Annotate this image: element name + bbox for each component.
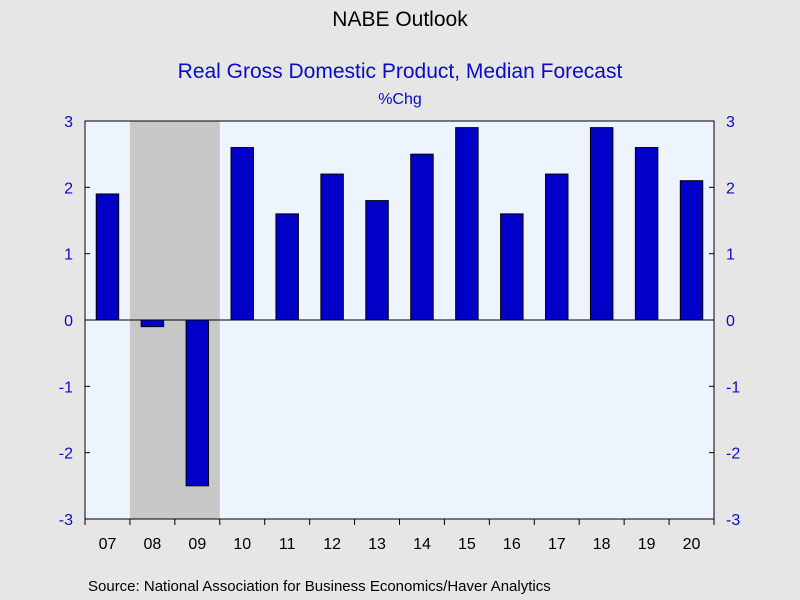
- x-tick-label: 09: [188, 536, 206, 553]
- y-tick-label-right: -2: [726, 446, 740, 463]
- bar-16: [500, 213, 524, 321]
- chart-subtitle: Real Gross Domestic Product, Median Fore…: [177, 60, 623, 83]
- bar-14: [410, 153, 434, 321]
- y-tick-label-left: -2: [59, 446, 73, 463]
- bar-09: [185, 319, 210, 487]
- x-tick-label: 12: [323, 536, 341, 553]
- x-tick-label: 17: [548, 536, 566, 553]
- y-tick-label-left: -1: [59, 379, 73, 396]
- chart-units-label: %Chg: [378, 91, 422, 108]
- y-tick-label-right: 3: [726, 114, 735, 131]
- bar-19: [634, 147, 659, 321]
- bar-07: [95, 193, 120, 321]
- x-tick-label: 11: [279, 536, 296, 553]
- x-tick-label: 16: [503, 536, 521, 553]
- x-tick-label: 14: [413, 536, 431, 553]
- x-tick-label: 07: [99, 536, 117, 553]
- bar-17: [545, 173, 569, 321]
- y-tick-label-right: -3: [726, 512, 740, 529]
- bar-13: [365, 200, 389, 321]
- x-tick-label: 15: [458, 536, 476, 553]
- y-tick-label-left: 0: [64, 313, 73, 330]
- x-tick-label: 13: [368, 536, 386, 553]
- bar-11: [275, 213, 299, 321]
- source-note: Source: National Association for Busines…: [88, 578, 551, 595]
- bar-15: [455, 127, 479, 321]
- y-tick-label-left: 2: [64, 180, 73, 197]
- bar-12: [320, 173, 344, 321]
- y-tick-label-right: 1: [726, 247, 735, 264]
- x-tick-label: 10: [233, 536, 251, 553]
- x-tick-label: 19: [638, 536, 656, 553]
- x-tick-label: 20: [683, 536, 701, 553]
- y-tick-label-left: 3: [64, 114, 73, 131]
- x-tick-label: 18: [593, 536, 611, 553]
- y-tick-label-left: -3: [59, 512, 73, 529]
- y-tick-label-right: 0: [726, 313, 735, 330]
- bar-18: [589, 127, 614, 321]
- x-tick-label: 08: [143, 536, 161, 553]
- y-tick-label-right: 2: [726, 180, 735, 197]
- y-tick-label-left: 1: [64, 247, 73, 264]
- bar-08: [140, 319, 165, 328]
- chart-title: NABE Outlook: [332, 8, 468, 31]
- bar-10: [230, 147, 254, 321]
- bar-20: [679, 180, 704, 321]
- y-tick-label-right: -1: [726, 379, 740, 396]
